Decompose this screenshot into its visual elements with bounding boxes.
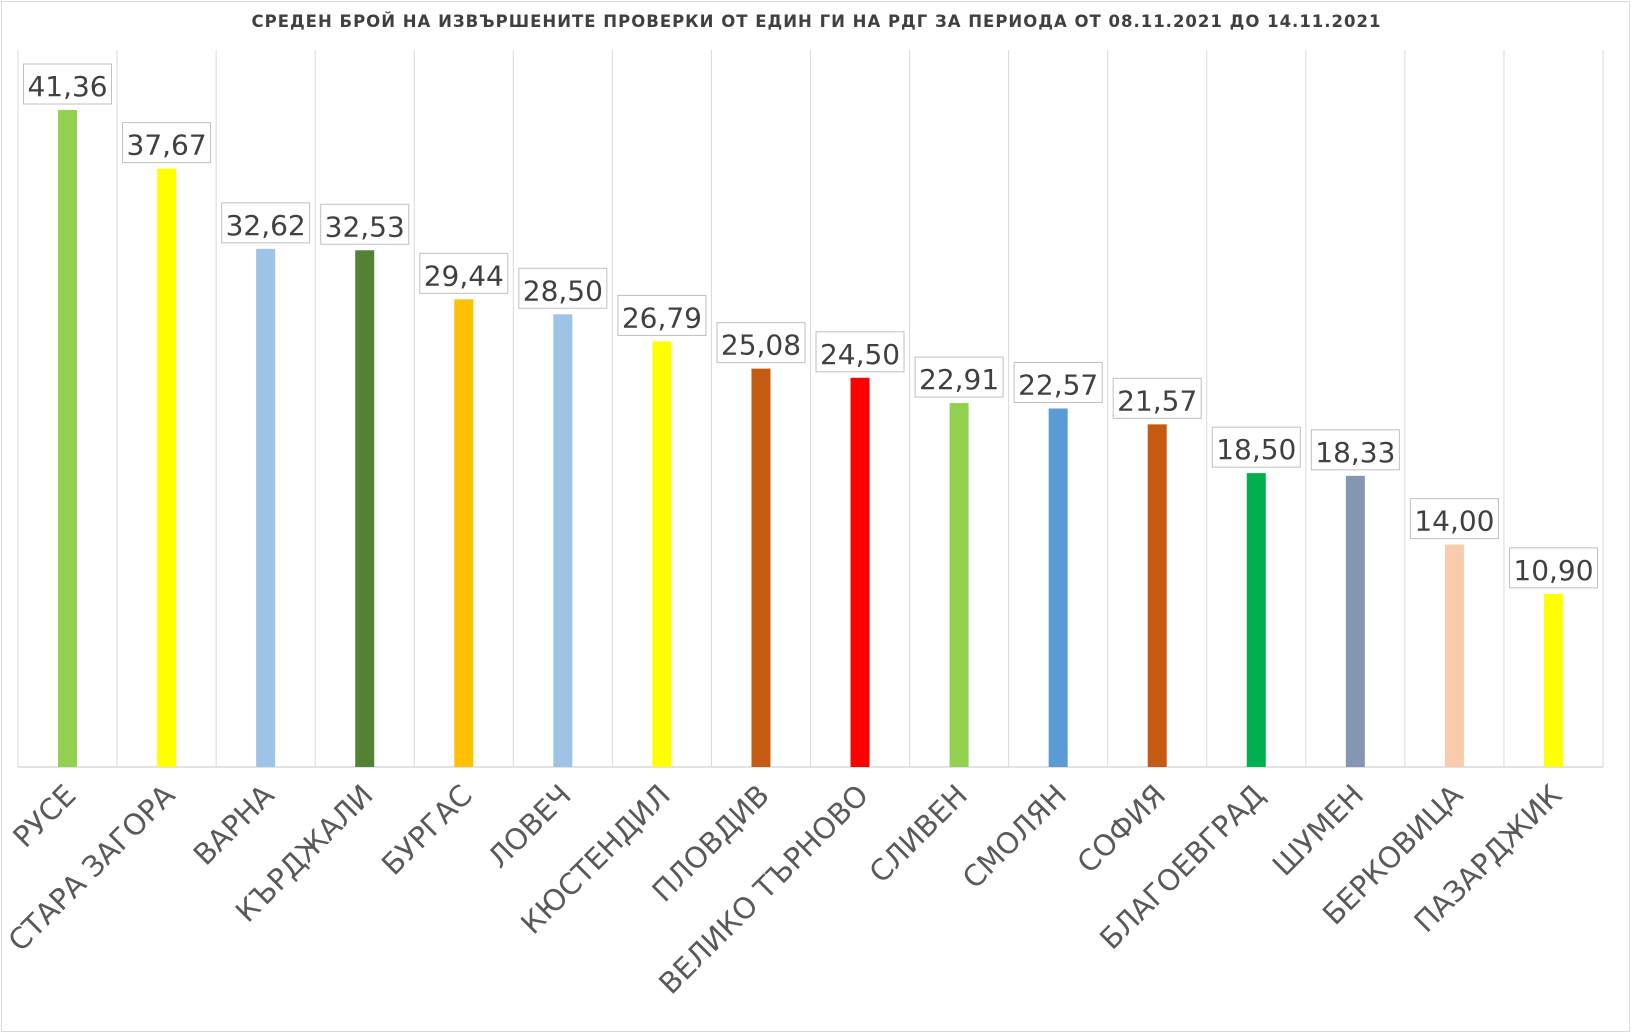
bar — [1246, 473, 1266, 767]
bar — [1048, 408, 1068, 767]
data-label-box — [518, 267, 608, 309]
bar — [553, 314, 573, 767]
data-label-text: 18,33 — [1315, 436, 1395, 469]
data-label: 14,00 — [1409, 498, 1499, 540]
category-label: ВАРНА — [187, 778, 281, 872]
bar — [157, 168, 177, 767]
data-label-text: 21,57 — [1117, 384, 1197, 417]
category-label: БУРГАС — [375, 778, 479, 882]
data-label: 22,57 — [1013, 361, 1103, 403]
data-label-text: 10,90 — [1513, 554, 1593, 587]
bar — [949, 403, 969, 767]
category-label: ЛОВЕЧ — [481, 778, 578, 875]
bar — [1345, 475, 1365, 767]
data-label: 18,33 — [1310, 429, 1400, 471]
data-label: 25,08 — [716, 322, 806, 364]
bar — [751, 368, 771, 767]
category-label: БЛАГОЕВГРАД — [1093, 778, 1271, 956]
data-label-text: 18,50 — [1216, 433, 1296, 466]
data-label: 41,36 — [23, 63, 113, 105]
bar — [652, 341, 672, 767]
category-label: СТАРА ЗАГОРА — [1, 778, 181, 958]
data-label-box — [419, 252, 509, 294]
chart-title: СРЕДЕН БРОЙ НА ИЗВЪРШЕНИТЕ ПРОВЕРКИ ОТ Е… — [251, 12, 1382, 31]
data-label-text: 32,62 — [226, 209, 306, 242]
data-label-text: 28,50 — [523, 274, 603, 307]
bar — [256, 248, 276, 768]
data-label-text: 29,44 — [424, 259, 504, 292]
data-label: 29,44 — [419, 252, 509, 294]
data-label-text: 24,50 — [820, 338, 900, 371]
category-label: СМОЛЯН — [956, 778, 1073, 895]
data-label: 10,90 — [1508, 547, 1598, 589]
data-label: 18,50 — [1211, 426, 1301, 468]
data-label-text: 22,57 — [1018, 368, 1098, 401]
data-label-box — [23, 63, 113, 105]
data-label-box — [914, 356, 1004, 398]
bar — [1147, 424, 1167, 767]
bar — [1444, 544, 1464, 767]
data-label-text: 26,79 — [622, 301, 702, 334]
data-label-box — [1112, 377, 1202, 419]
data-label-box — [1211, 426, 1301, 468]
bar — [58, 110, 78, 767]
category-label: СОФИЯ — [1070, 778, 1172, 880]
data-label-text: 14,00 — [1414, 505, 1494, 538]
bar — [355, 250, 375, 767]
data-label-box — [1409, 498, 1499, 540]
data-label: 21,57 — [1112, 377, 1202, 419]
data-label-box — [617, 294, 707, 336]
bar — [850, 377, 870, 767]
data-label-text: 37,67 — [127, 129, 207, 162]
data-label-box — [221, 202, 311, 244]
data-label: 32,53 — [320, 203, 410, 245]
data-label-box — [716, 322, 806, 364]
data-label: 37,67 — [122, 122, 212, 164]
data-label-box — [1310, 429, 1400, 471]
category-label: ШУМЕН — [1266, 778, 1371, 883]
data-label-box — [1508, 547, 1598, 589]
data-label-text: 22,91 — [919, 363, 999, 396]
bar — [454, 299, 474, 767]
data-label-box — [1013, 361, 1103, 403]
data-label-box — [320, 203, 410, 245]
data-label: 28,50 — [518, 267, 608, 309]
data-label: 22,91 — [914, 356, 1004, 398]
data-label-text: 32,53 — [325, 210, 405, 243]
data-label: 24,50 — [815, 331, 905, 373]
category-label: РУСЕ — [6, 778, 82, 854]
data-label: 32,62 — [221, 202, 311, 244]
data-label: 26,79 — [617, 294, 707, 336]
data-label-text: 41,36 — [27, 70, 107, 103]
bar — [1543, 593, 1563, 767]
data-label-box — [815, 331, 905, 373]
data-label-text: 25,08 — [721, 329, 801, 362]
data-label-box — [122, 122, 212, 164]
